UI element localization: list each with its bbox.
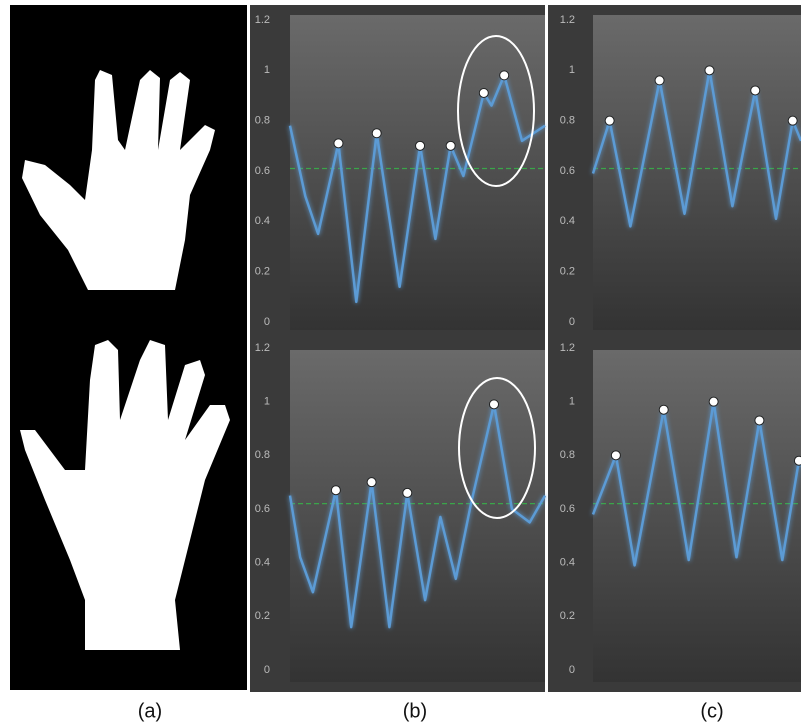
peak-marker <box>605 116 614 125</box>
peak-marker <box>416 141 425 150</box>
y-tick-label: 0.2 <box>560 266 575 278</box>
peak-marker <box>655 76 664 85</box>
y-tick-label: 0.8 <box>560 115 575 127</box>
plot-area <box>593 350 801 682</box>
y-tick-label: 1.2 <box>560 342 575 354</box>
y-tick-label: 0.4 <box>255 557 270 569</box>
y-tick-label: 0.2 <box>255 266 270 278</box>
peak-marker <box>500 71 509 80</box>
peak-marker <box>611 451 620 460</box>
peak-marker <box>334 139 343 148</box>
y-tick-label: 0.4 <box>255 215 270 227</box>
y-tick-label: 0.6 <box>560 503 575 515</box>
y-tick-label: 0.8 <box>560 449 575 461</box>
peak-marker <box>367 478 376 487</box>
peak-marker <box>705 66 714 75</box>
peak-marker <box>751 86 760 95</box>
y-tick-label: 0.6 <box>255 503 270 515</box>
figure: (a) (b) (c) 00.20.40.60.811.200.20.40.60… <box>0 0 801 728</box>
peak-marker <box>331 486 340 495</box>
plot-area <box>593 15 801 330</box>
y-tick-label: 1.2 <box>255 14 270 26</box>
plot-area <box>290 15 545 330</box>
peak-marker <box>788 116 797 125</box>
y-tick-label: 1.2 <box>560 14 575 26</box>
y-tick-label: 0 <box>569 316 575 328</box>
y-tick-label: 0.4 <box>560 215 575 227</box>
y-tick-label: 1 <box>264 64 270 76</box>
peak-marker <box>794 456 801 465</box>
peak-marker <box>372 129 381 138</box>
y-tick-label: 0.2 <box>560 610 575 622</box>
chart: 0 0.2 0.4 0.6 0.8 1 1.2 <box>548 5 801 340</box>
panel-label: (b) <box>403 700 427 722</box>
y-tick-label: 0.6 <box>560 165 575 177</box>
panel-label: (c) <box>700 700 723 722</box>
chart: 0 0.2 0.4 0.6 0.8 1 1.2 <box>250 340 545 692</box>
peak-marker <box>403 488 412 497</box>
y-tick-label: 1.2 <box>255 342 270 354</box>
y-tick-label: 0.6 <box>255 165 270 177</box>
y-tick-label: 0.4 <box>560 557 575 569</box>
y-tick-label: 0 <box>264 316 270 328</box>
y-tick-label: 0 <box>569 664 575 676</box>
y-tick-label: 1 <box>264 396 270 408</box>
peak-marker <box>479 88 488 97</box>
y-tick-label: 0.2 <box>255 610 270 622</box>
y-tick-label: 0.8 <box>255 115 270 127</box>
y-tick-label: 0 <box>264 664 270 676</box>
chart: 0 0.2 0.4 0.6 0.8 1 1.2 <box>250 5 545 340</box>
y-tick-label: 1 <box>569 64 575 76</box>
y-tick-label: 0.8 <box>255 449 270 461</box>
peak-marker <box>659 405 668 414</box>
peak-marker <box>755 416 764 425</box>
panel-label: (a) <box>138 700 162 722</box>
y-tick-label: 1 <box>569 396 575 408</box>
peak-marker <box>446 141 455 150</box>
chart: 0 0.2 0.4 0.6 0.8 1 1.2 <box>548 340 801 692</box>
peak-marker <box>490 400 499 409</box>
peak-marker <box>709 397 718 406</box>
